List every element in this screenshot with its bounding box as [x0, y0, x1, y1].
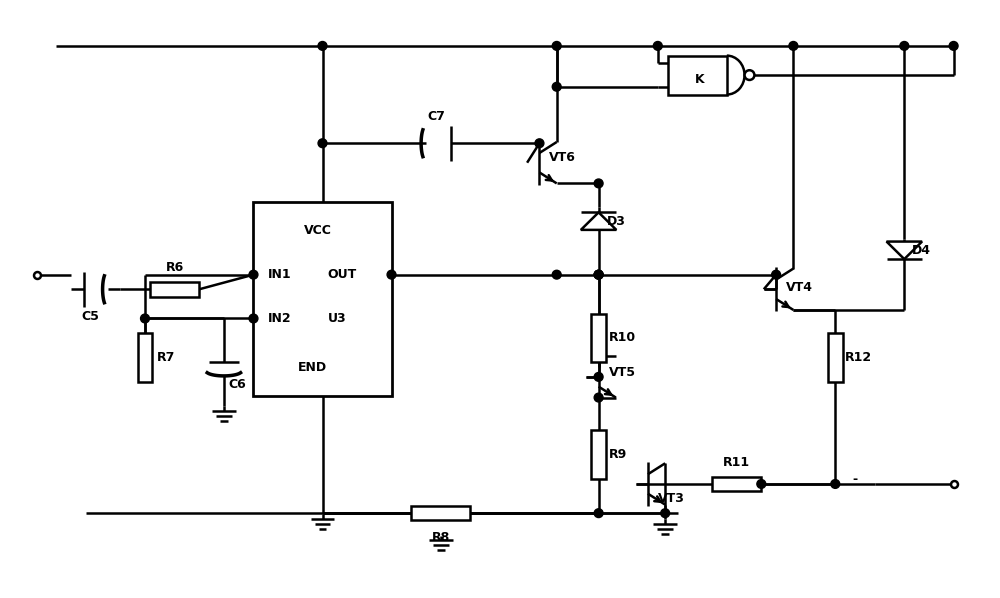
Circle shape: [318, 41, 327, 50]
Text: R9: R9: [608, 448, 627, 461]
Bar: [253, 202, 392, 396]
Text: VT4: VT4: [786, 281, 813, 294]
Bar: [591, 431, 606, 479]
Text: C7: C7: [427, 111, 445, 123]
Bar: [411, 506, 470, 520]
Text: D4: D4: [912, 244, 931, 257]
Text: R8: R8: [432, 531, 450, 544]
Circle shape: [653, 41, 662, 50]
Circle shape: [535, 139, 544, 148]
Circle shape: [594, 270, 603, 279]
Bar: [138, 333, 152, 382]
Bar: [591, 313, 606, 362]
Circle shape: [594, 179, 603, 188]
Circle shape: [772, 270, 781, 279]
Text: C5: C5: [82, 310, 100, 323]
Circle shape: [949, 41, 958, 50]
Bar: [668, 56, 727, 94]
Text: R10: R10: [608, 331, 636, 344]
Text: D3: D3: [606, 215, 625, 228]
Text: VCC: VCC: [304, 224, 332, 237]
Circle shape: [249, 314, 258, 323]
Text: IN2: IN2: [268, 312, 292, 325]
Circle shape: [900, 41, 909, 50]
Bar: [712, 477, 761, 492]
Circle shape: [552, 83, 561, 91]
Text: C6: C6: [229, 378, 247, 391]
Bar: [150, 282, 199, 297]
Text: K: K: [695, 74, 705, 87]
Circle shape: [594, 373, 603, 382]
Text: END: END: [298, 361, 327, 374]
Bar: [828, 333, 843, 382]
Circle shape: [594, 509, 603, 517]
Circle shape: [249, 270, 258, 279]
Text: R6: R6: [165, 261, 184, 274]
Circle shape: [594, 393, 603, 402]
Circle shape: [661, 509, 670, 517]
Circle shape: [757, 480, 766, 489]
Circle shape: [594, 270, 603, 279]
Circle shape: [387, 270, 396, 279]
Circle shape: [789, 41, 798, 50]
Text: OUT: OUT: [327, 268, 357, 281]
Polygon shape: [581, 212, 616, 230]
Text: VT3: VT3: [658, 492, 685, 505]
Circle shape: [552, 270, 561, 279]
Circle shape: [745, 70, 754, 80]
Text: R12: R12: [845, 351, 872, 364]
Text: VT5: VT5: [608, 365, 635, 379]
Circle shape: [141, 314, 149, 323]
Text: -: -: [852, 472, 858, 486]
Circle shape: [552, 41, 561, 50]
Text: R11: R11: [723, 456, 750, 469]
Text: VT6: VT6: [549, 151, 576, 164]
Circle shape: [594, 270, 603, 279]
Polygon shape: [887, 242, 922, 259]
Circle shape: [318, 139, 327, 148]
Text: R7: R7: [157, 351, 175, 364]
Circle shape: [831, 480, 840, 489]
Text: IN1: IN1: [268, 268, 292, 281]
Text: U3: U3: [327, 312, 346, 325]
